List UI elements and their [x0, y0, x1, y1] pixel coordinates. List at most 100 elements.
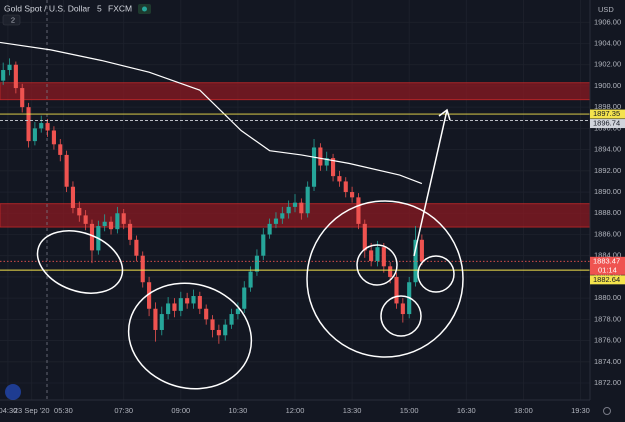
- candle-body: [191, 296, 196, 304]
- candle-body: [356, 197, 361, 224]
- price-lines: [0, 113, 590, 271]
- candle-body: [166, 303, 171, 315]
- candle-body: [153, 308, 158, 330]
- y-tick-label: 1902.00: [594, 60, 621, 69]
- annotation-circle: [380, 295, 422, 337]
- candle-body: [375, 247, 380, 262]
- logo[interactable]: [5, 384, 21, 400]
- candle-body: [140, 255, 145, 283]
- candle-body: [39, 123, 44, 129]
- y-tick-label: 1904.00: [594, 38, 621, 47]
- candle-body: [1, 70, 6, 81]
- price-axis: [590, 0, 625, 422]
- candle-body: [216, 329, 221, 336]
- annotation-circle: [417, 255, 455, 293]
- candle-body: [70, 186, 76, 208]
- x-tick-label: 18:00: [514, 406, 533, 415]
- status-dot: [142, 6, 147, 12]
- x-tick-label: 09:00: [171, 406, 190, 415]
- candle-body: [32, 128, 37, 142]
- candle-body: [305, 186, 310, 214]
- annotation-circle: [306, 200, 464, 358]
- candle-body: [58, 144, 63, 155]
- annotation-ellipse: [127, 282, 253, 390]
- candle-body: [185, 298, 190, 304]
- price-label-box: [590, 119, 625, 129]
- countdown: 01:14: [598, 265, 617, 274]
- x-tick-label: 19:30: [571, 406, 590, 415]
- candle-body: [77, 207, 82, 216]
- candle-body: [337, 176, 342, 182]
- candle-body: [292, 202, 298, 207]
- candle-body: [254, 255, 259, 272]
- source: FXCM: [108, 3, 132, 13]
- annotation-arrowhead: [438, 108, 451, 121]
- zone: [0, 82, 591, 101]
- candle-body: [419, 239, 424, 262]
- candle-body: [362, 223, 367, 251]
- candle-body: [369, 250, 374, 262]
- candle-body: [318, 147, 323, 166]
- candle-body: [45, 123, 50, 131]
- settings-icon[interactable]: [603, 407, 611, 415]
- x-tick-label: 05:30: [54, 406, 73, 415]
- y-tick-label: 1906.00: [594, 17, 621, 26]
- x-tick-label: 16:30: [457, 406, 476, 415]
- candle-body: [286, 206, 291, 214]
- candle-body: [127, 223, 133, 240]
- price-label: 1897.35: [593, 109, 620, 118]
- candle-body: [7, 64, 12, 71]
- y-tick-label: 1890.00: [594, 187, 621, 196]
- candle-body: [89, 223, 95, 251]
- candle-body: [204, 308, 209, 320]
- currency-label: USD: [598, 5, 614, 14]
- annotations: [36, 108, 464, 390]
- y-tick-label: 1876.00: [594, 336, 621, 345]
- candle-body: [108, 221, 114, 230]
- candle-body: [178, 298, 183, 311]
- candle-body: [350, 192, 355, 198]
- candle-body: [343, 181, 348, 193]
- candle-body: [121, 213, 126, 224]
- candle-body: [248, 271, 253, 288]
- candle-body: [331, 158, 336, 177]
- moving-average: [0, 41, 423, 185]
- annotation-ellipse: [36, 230, 124, 294]
- x-tick-label: 12:00: [286, 406, 305, 415]
- candle-body: [261, 234, 266, 256]
- indicator-toggle[interactable]: [2, 14, 21, 26]
- candle-body: [20, 88, 25, 108]
- y-tick-label: 1886.00: [594, 229, 621, 238]
- price-label: 1882.64: [593, 275, 620, 284]
- candle-body: [273, 218, 279, 224]
- candle-body: [102, 221, 107, 226]
- x-tick-label: 04:30: [0, 406, 17, 415]
- y-tick-label: 1880.00: [594, 293, 621, 302]
- candle-body: [115, 213, 120, 230]
- candle-body: [172, 303, 177, 311]
- candle-body: [229, 314, 234, 325]
- y-tick-label: 1878.00: [594, 314, 621, 323]
- candle-body: [83, 215, 88, 224]
- axes: 1872.00 1874.00 1876.00 1878.00 1880.00 1882.…: [0, 17, 625, 415]
- candle-body: [13, 64, 18, 89]
- price-label-box: [590, 109, 625, 119]
- annotation-arrow: [413, 109, 448, 257]
- y-tick-label: 1888.00: [594, 208, 621, 217]
- interval: 5: [97, 3, 102, 13]
- candle-body: [324, 158, 329, 166]
- price-label-box: [590, 275, 625, 285]
- candle-body: [223, 324, 228, 336]
- x-tick-label: 07:30: [114, 406, 133, 415]
- y-tick-label: 1894.00: [594, 145, 621, 154]
- candle-body: [51, 130, 56, 145]
- price-label-box: [590, 256, 625, 275]
- candle-body: [311, 147, 317, 187]
- candle-body: [267, 223, 272, 235]
- x-tick-label: 10:30: [229, 406, 248, 415]
- annotation-circle: [356, 244, 398, 286]
- candle-body: [159, 314, 164, 330]
- candle-body: [26, 107, 31, 142]
